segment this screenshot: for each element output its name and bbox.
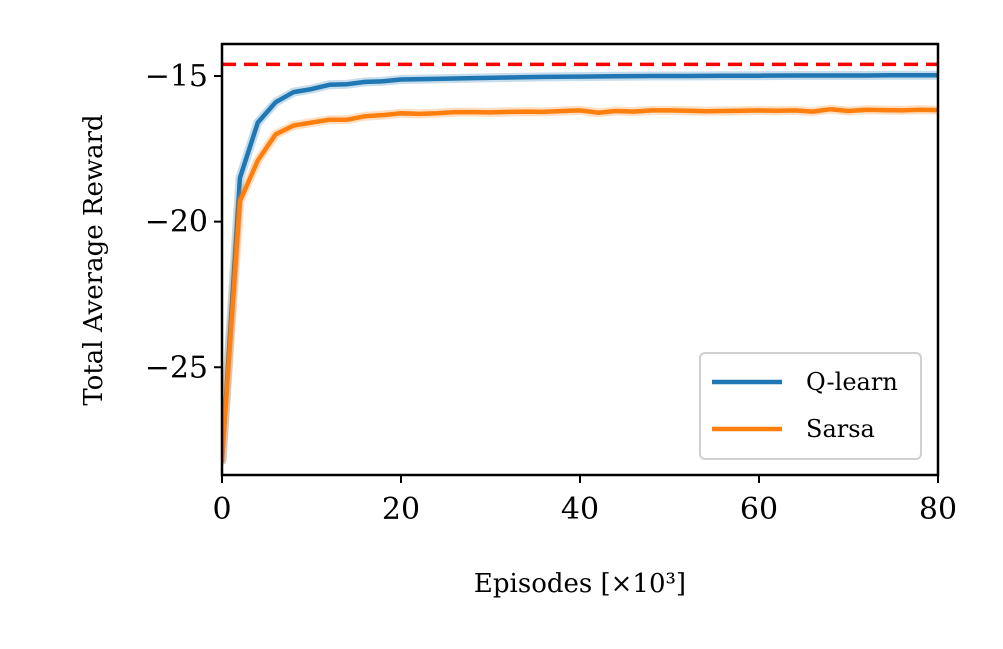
x-axis-label: Episodes [×10³] <box>474 569 686 599</box>
series-layer <box>222 70 938 465</box>
y-tick-label: −20 <box>145 205 208 240</box>
x-tick-label: 40 <box>561 492 599 527</box>
series-line-0 <box>222 72 938 463</box>
y-axis: −25 −20 −15 <box>145 59 222 385</box>
plot-area <box>222 70 938 465</box>
y-tick-label: −15 <box>145 59 208 94</box>
x-axis: 0 20 40 60 80 <box>212 475 957 527</box>
legend: Q-learn Sarsa <box>699 352 922 460</box>
y-axis-label: Total Average Reward <box>79 114 109 405</box>
legend-label-1: Sarsa <box>806 415 875 443</box>
legend-box <box>699 352 922 460</box>
legend-label-0: Q-learn <box>806 368 898 396</box>
series-line-1 <box>222 106 938 463</box>
x-tick-label: 60 <box>740 492 778 527</box>
x-tick-label: 80 <box>919 492 957 527</box>
x-tick-label: 20 <box>382 492 420 527</box>
x-tick-label: 0 <box>212 492 231 527</box>
y-tick-label: −25 <box>145 350 208 385</box>
